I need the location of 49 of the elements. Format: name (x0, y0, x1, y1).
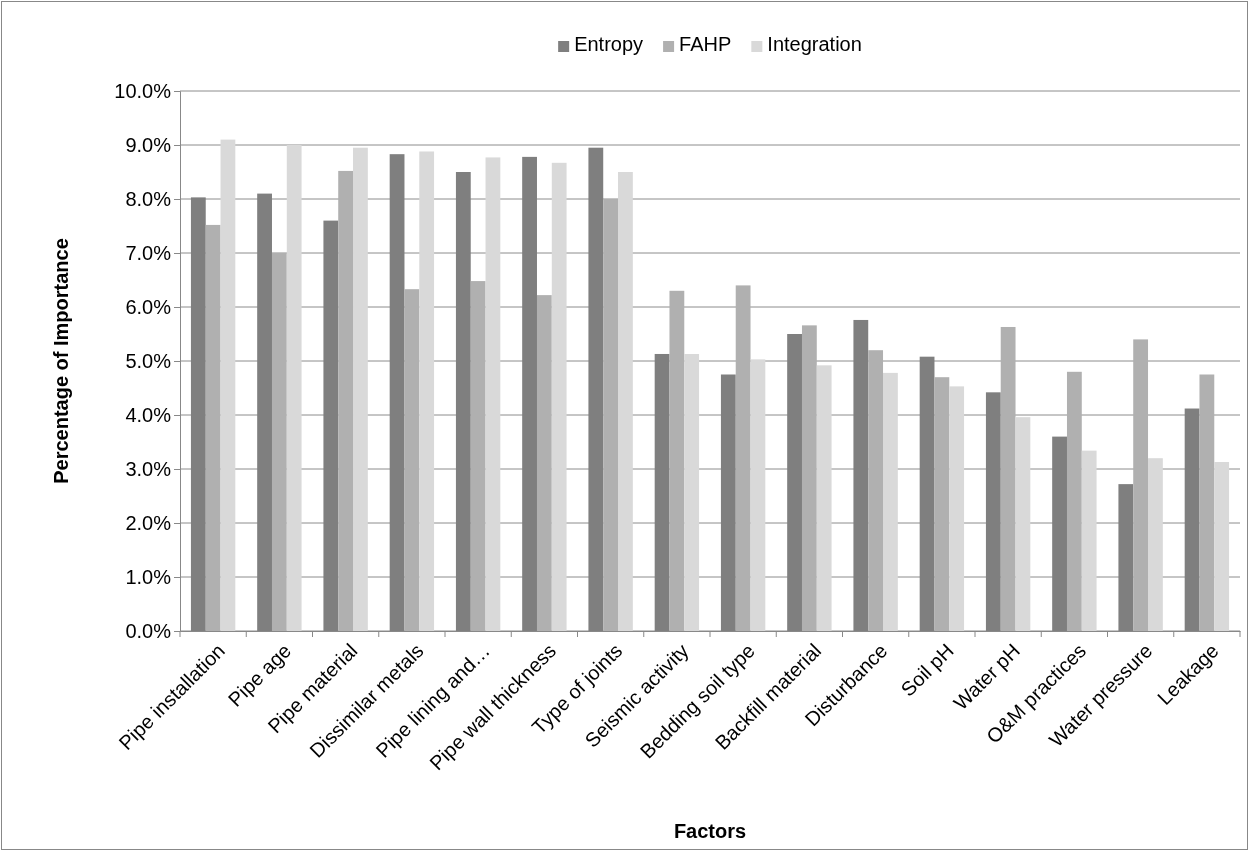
y-tick-label: 8.0% (125, 187, 172, 210)
y-tick-label: 5.0% (125, 349, 172, 372)
y-tick-label: 4.0% (125, 403, 172, 426)
bar (205, 224, 221, 631)
bar (684, 353, 700, 631)
bar (1081, 450, 1097, 631)
bar (1066, 371, 1082, 631)
x-axis-title: Factors (673, 820, 747, 842)
bar (883, 372, 898, 631)
legend-label: FAHP (679, 33, 732, 55)
bar (801, 325, 817, 631)
bar (419, 151, 435, 631)
y-tick-label: 10.0% (114, 79, 172, 102)
x-tick-label: Soil pH (896, 639, 958, 701)
y-tick-label: 3.0% (125, 457, 172, 480)
y-tick-label: 9.0% (125, 133, 172, 156)
y-tick-label: 6.0% (125, 295, 172, 318)
bar (1199, 374, 1215, 631)
bar (669, 290, 685, 631)
bar (735, 285, 751, 631)
bar (618, 172, 633, 631)
y-tick-label: 7.0% (125, 241, 172, 264)
bar (404, 289, 420, 631)
bar (1214, 461, 1230, 631)
bar (353, 147, 368, 631)
y-tick-label: 1.0% (125, 565, 172, 588)
legend-label: Integration (767, 33, 862, 55)
bar (750, 359, 766, 631)
bar (220, 139, 236, 631)
bar (1000, 326, 1016, 631)
bar (1015, 417, 1031, 631)
bar (551, 162, 567, 631)
bar (934, 377, 950, 631)
y-tick-label: 0.0% (125, 619, 172, 642)
bar (603, 199, 619, 631)
bar (485, 157, 501, 631)
bar (1148, 458, 1163, 631)
bar (271, 253, 287, 631)
bar (338, 170, 354, 631)
bar (286, 145, 302, 631)
y-axis-title: Percentage of Importance (50, 238, 72, 484)
bar (536, 295, 552, 631)
bar (470, 281, 486, 631)
bar (1133, 339, 1149, 631)
bar (949, 386, 965, 631)
y-tick-label: 2.0% (125, 511, 172, 534)
legend-label: Entropy (574, 33, 644, 55)
bar (868, 350, 884, 631)
bar (816, 365, 832, 631)
